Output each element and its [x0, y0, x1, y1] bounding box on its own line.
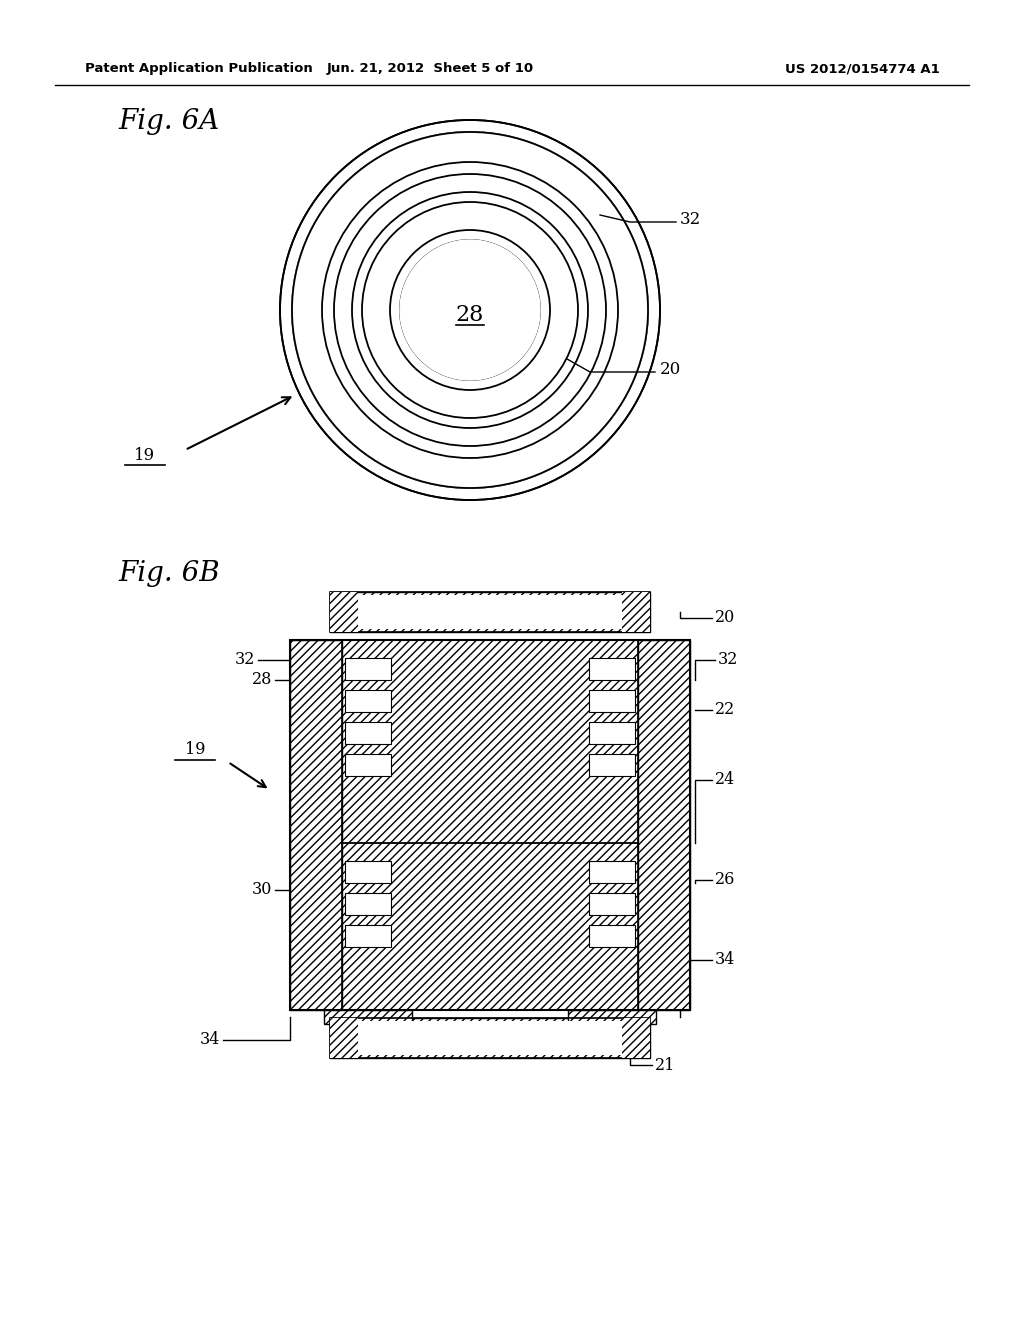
Bar	[622, 1018, 650, 1059]
Bar	[394, 640, 586, 1010]
Text: 19: 19	[184, 742, 205, 759]
Bar	[622, 591, 650, 632]
Text: 20: 20	[715, 610, 735, 627]
Bar	[330, 591, 650, 632]
Text: 28: 28	[456, 304, 484, 326]
Bar	[290, 640, 342, 1010]
Bar	[589, 722, 635, 744]
Bar	[330, 591, 650, 632]
Text: Patent Application Publication: Patent Application Publication	[85, 62, 312, 75]
Bar	[589, 690, 635, 711]
Text: 20: 20	[660, 362, 681, 379]
Bar	[589, 925, 635, 946]
Text: 32: 32	[680, 211, 701, 228]
Bar	[345, 690, 391, 711]
Bar	[345, 754, 391, 776]
Bar	[342, 640, 638, 1010]
Bar	[568, 1010, 656, 1024]
Bar	[345, 722, 391, 744]
Text: 34: 34	[200, 1031, 220, 1048]
Circle shape	[400, 240, 540, 380]
Bar	[358, 595, 622, 630]
Bar	[330, 591, 358, 632]
Bar	[345, 657, 391, 680]
Circle shape	[362, 202, 578, 418]
Text: Fig. 6B: Fig. 6B	[118, 560, 219, 587]
Bar	[324, 1010, 412, 1024]
Bar	[589, 754, 635, 776]
Text: 26: 26	[715, 871, 735, 888]
Text: 34: 34	[715, 952, 735, 969]
Bar	[345, 925, 391, 946]
Circle shape	[334, 174, 606, 446]
Text: 32: 32	[718, 652, 738, 668]
Text: 19: 19	[134, 446, 156, 463]
Text: 30: 30	[252, 882, 272, 899]
Bar	[330, 1018, 650, 1059]
Bar	[638, 640, 690, 1010]
Bar	[330, 1018, 650, 1059]
Bar	[589, 657, 635, 680]
Text: 21: 21	[655, 1056, 676, 1073]
Bar	[358, 1020, 622, 1055]
Bar	[589, 894, 635, 915]
Bar	[342, 640, 394, 1010]
Text: US 2012/0154774 A1: US 2012/0154774 A1	[785, 62, 940, 75]
Bar	[330, 1018, 358, 1059]
Bar	[345, 894, 391, 915]
Text: 22: 22	[715, 701, 735, 718]
Circle shape	[362, 202, 578, 418]
Circle shape	[292, 132, 648, 488]
Bar	[345, 861, 391, 883]
Text: 28: 28	[252, 672, 272, 689]
Bar	[586, 640, 638, 1010]
Bar	[589, 861, 635, 883]
Text: 32: 32	[234, 652, 255, 668]
Text: 24: 24	[715, 771, 735, 788]
Text: Fig. 6A: Fig. 6A	[118, 108, 219, 135]
Text: Jun. 21, 2012  Sheet 5 of 10: Jun. 21, 2012 Sheet 5 of 10	[327, 62, 534, 75]
Bar	[290, 640, 690, 1010]
